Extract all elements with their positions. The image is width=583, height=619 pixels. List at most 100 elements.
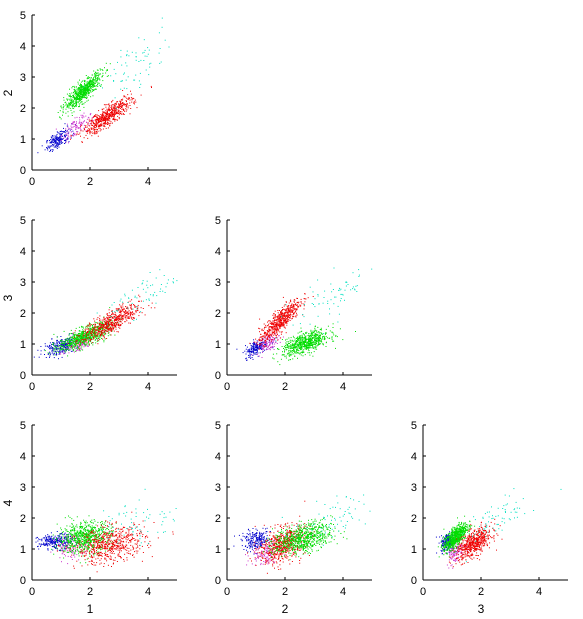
scatter-point [89,133,91,135]
scatter-point [272,326,274,328]
scatter-point [83,86,85,88]
scatter-point [93,328,95,330]
scatter-point [275,314,276,316]
scatter-point [69,88,70,90]
scatter-point [295,315,297,317]
scatter-point [288,341,290,343]
scatter-point [99,328,101,330]
scatter-point [108,329,110,331]
scatter-point [71,107,73,109]
scatter-point [69,347,71,349]
scatter-point [303,303,305,305]
scatter-point [79,88,81,90]
scatter-point [92,336,94,338]
scatter-point [121,316,123,318]
scatter-point [315,346,317,348]
scatter-point [129,300,131,302]
scatter-point [87,83,89,85]
scatter-point [257,355,259,357]
scatter-point [132,318,134,320]
scatter-point [283,348,284,349]
scatter-point [99,116,101,118]
scatter-point [69,336,71,338]
scatter-point [56,342,58,344]
scatter-point [95,333,97,335]
scatter-point [118,308,120,310]
scatter-point [73,133,74,135]
scatter-point [70,350,72,352]
scatter-point [108,316,110,318]
scatter-point [113,111,115,113]
scatter-point [83,128,85,130]
scatter-point [254,341,256,343]
scatter-point [138,315,140,317]
scatter-point [96,326,98,328]
scatter-point [64,345,66,347]
scatter-point [91,121,93,123]
scatter-point [75,134,77,136]
scatter-point [115,326,117,327]
scatter-point [292,358,294,360]
scatter-point [71,333,73,335]
scatter-point [89,336,91,338]
scatter-point [86,344,88,346]
scatter-point [329,337,331,339]
scatter-point [124,312,126,314]
scatter-point [278,310,280,311]
scatter-point [71,336,73,338]
scatter-point [40,350,42,352]
scatter-point [74,343,76,345]
scatter-point [133,312,135,314]
scatter-point [70,102,72,104]
scatter-point [314,329,316,331]
scatter-point [84,96,86,98]
scatter-point [108,315,110,316]
scatter-point [264,343,266,344]
scatter-point [111,115,113,117]
scatter-point [142,282,144,284]
scatter-point [56,142,58,144]
scatter-point [276,331,278,333]
scatter-point [74,346,76,348]
scatter-point [295,311,297,313]
scatter-point [82,95,84,96]
scatter-point [154,291,156,293]
scatter-point [258,344,260,346]
scatter-point [149,66,151,68]
scatter-point [81,98,83,100]
scatter-point [277,312,279,314]
scatter-point [84,334,86,336]
scatter-point [106,118,108,119]
scatter-point [106,324,108,326]
scatter-point [298,352,300,354]
scatter-point [108,328,110,330]
scatter-point [302,346,304,347]
scatter-point [314,346,316,348]
scatter-point [77,343,79,345]
scatter-point [256,348,258,350]
scatter-point [106,113,108,115]
scatter-point [76,116,78,118]
scatter-point [96,74,98,76]
scatter-point [161,17,163,19]
scatter-point [289,345,291,347]
scatter-point [108,120,110,122]
scatter-point [114,334,116,336]
scatter-point [277,323,279,325]
scatter-point [315,343,316,345]
scatter-point [296,297,298,299]
scatter-point [125,110,127,112]
scatter-point [111,111,113,113]
scatter-point [256,348,258,350]
scatter-point [160,284,162,285]
scatter-point [80,81,82,83]
scatter-point [120,314,122,316]
scatter-point [280,312,282,314]
scatter-point [278,324,280,326]
scatter-point [73,98,75,99]
scatter-point [114,311,116,313]
scatter-point [80,84,82,86]
scatter-point [94,336,96,338]
scatter-point [297,304,298,306]
scatter-point [119,311,121,313]
